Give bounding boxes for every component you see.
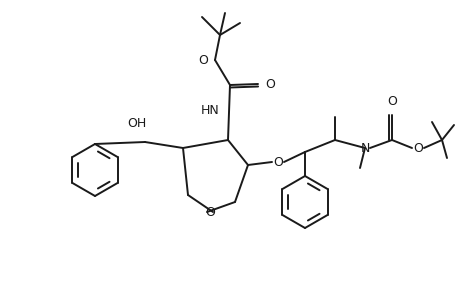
- Text: O: O: [198, 53, 207, 67]
- Text: HN: HN: [200, 104, 219, 117]
- Text: O: O: [386, 95, 396, 108]
- Text: O: O: [273, 155, 282, 169]
- Text: O: O: [264, 77, 274, 91]
- Text: N: N: [359, 142, 369, 154]
- Text: OH: OH: [127, 117, 146, 130]
- Text: O: O: [412, 142, 422, 154]
- Text: O: O: [205, 206, 214, 218]
